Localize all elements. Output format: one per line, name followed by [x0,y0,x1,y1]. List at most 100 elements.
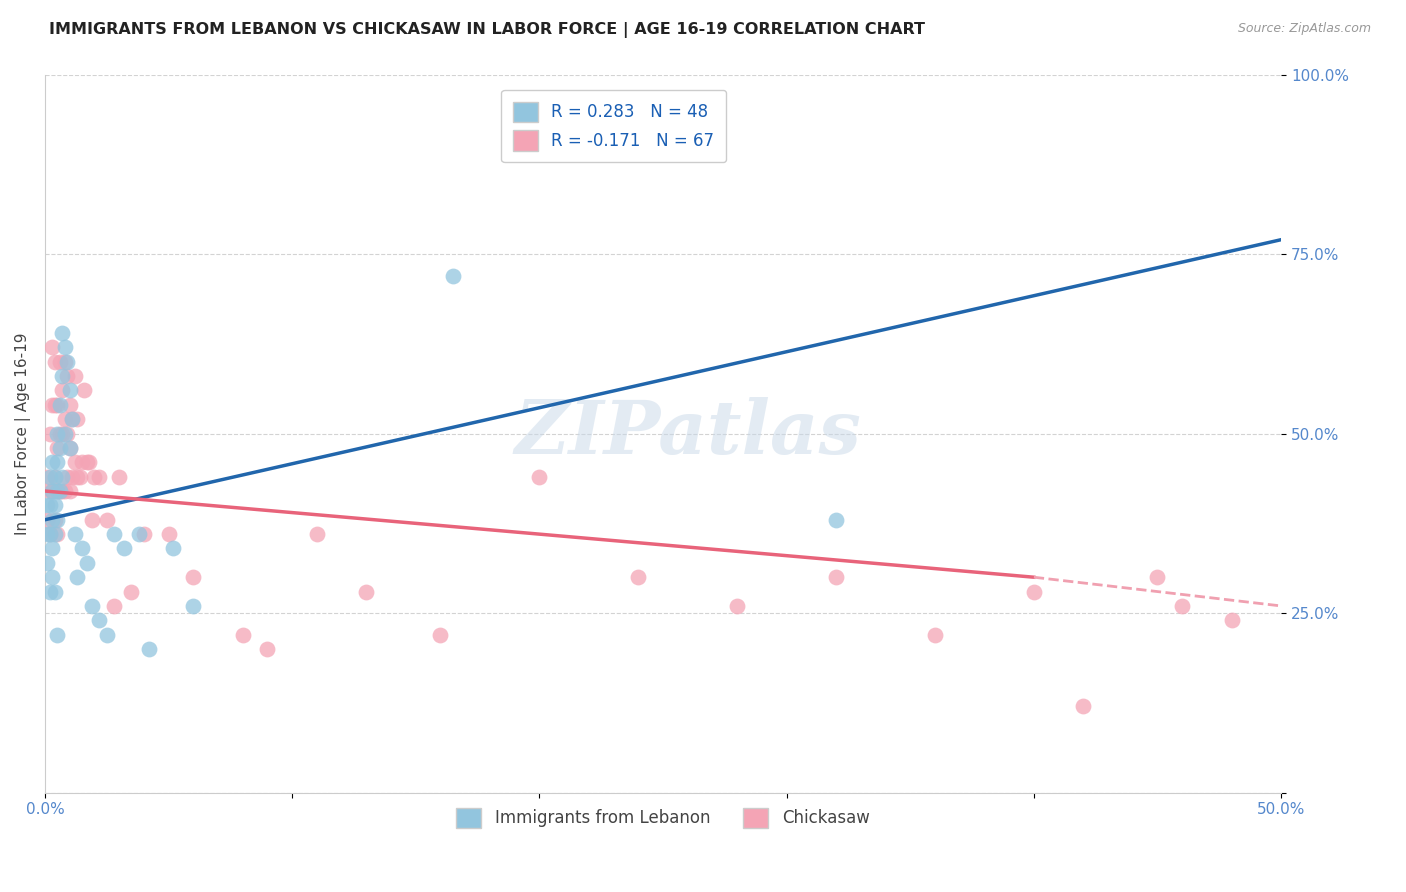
Point [70,455,93,469]
Point [51,469,73,483]
Point [37,556,59,570]
Point [51,426,73,441]
Point [48,483,70,498]
Point [356,584,378,599]
Point [1071,699,1094,714]
Point [41,455,63,469]
Point [41,340,63,354]
Point [69,469,91,483]
Point [128,527,150,541]
Point [256,642,278,657]
Point [138,642,160,657]
Point [51,483,73,498]
Point [1171,599,1194,613]
Point [56,369,79,384]
Point [1022,584,1045,599]
Point [44,584,66,599]
Point [46,513,69,527]
Point [44,513,66,527]
Point [157,527,180,541]
Point [66,469,89,483]
Point [56,469,79,483]
Point [46,527,69,541]
Point [53,412,76,426]
Point [120,584,142,599]
Point [48,355,70,369]
Point [232,628,254,642]
Point [46,426,69,441]
Point [46,455,69,469]
Point [44,469,66,483]
Point [38,483,60,498]
Point [305,527,328,541]
Point [63,455,86,469]
Point [76,556,98,570]
Point [103,527,125,541]
Point [96,628,118,642]
Point [59,441,82,455]
Point [825,513,848,527]
Point [53,483,76,498]
Point [48,483,70,498]
Point [924,628,946,642]
Point [41,483,63,498]
Point [48,426,70,441]
Point [56,426,79,441]
Point [44,398,66,412]
Point [59,441,82,455]
Point [627,570,650,584]
Text: ZIPatlas: ZIPatlas [515,397,860,470]
Point [53,426,76,441]
Point [80,599,103,613]
Point [44,469,66,483]
Point [59,398,82,412]
Point [76,455,98,469]
Point [51,326,73,340]
Point [38,584,60,599]
Point [70,541,93,556]
Text: IMMIGRANTS FROM LEBANON VS CHICKASAW IN LABOR FORCE | AGE 16-19 CORRELATION CHAR: IMMIGRANTS FROM LEBANON VS CHICKASAW IN … [49,22,925,38]
Point [112,541,135,556]
Point [825,570,848,584]
Point [38,499,60,513]
Point [38,527,60,541]
Point [1146,570,1168,584]
Point [46,398,69,412]
Point [41,398,63,412]
Point [41,513,63,527]
Point [1220,613,1243,627]
Point [53,340,76,354]
Point [103,599,125,613]
Point [41,570,63,584]
Point [41,483,63,498]
Point [37,527,59,541]
Point [429,628,451,642]
Point [51,369,73,384]
Point [181,599,204,613]
Point [63,527,86,541]
Point [59,384,82,398]
Point [89,613,111,627]
Point [108,469,131,483]
Point [46,628,69,642]
Point [56,355,79,369]
Point [441,268,464,283]
Point [37,499,59,513]
Text: Source: ZipAtlas.com: Source: ZipAtlas.com [1237,22,1371,36]
Point [80,513,103,527]
Point [83,469,105,483]
Point [44,527,66,541]
Point [38,527,60,541]
Point [44,355,66,369]
Point [60,412,83,426]
Point [44,499,66,513]
Point [53,355,76,369]
Point [66,412,89,426]
Point [51,384,73,398]
Legend: Immigrants from Lebanon, Chickasaw: Immigrants from Lebanon, Chickasaw [450,801,876,835]
Point [46,441,69,455]
Point [37,513,59,527]
Point [48,398,70,412]
Point [37,469,59,483]
Point [60,469,83,483]
